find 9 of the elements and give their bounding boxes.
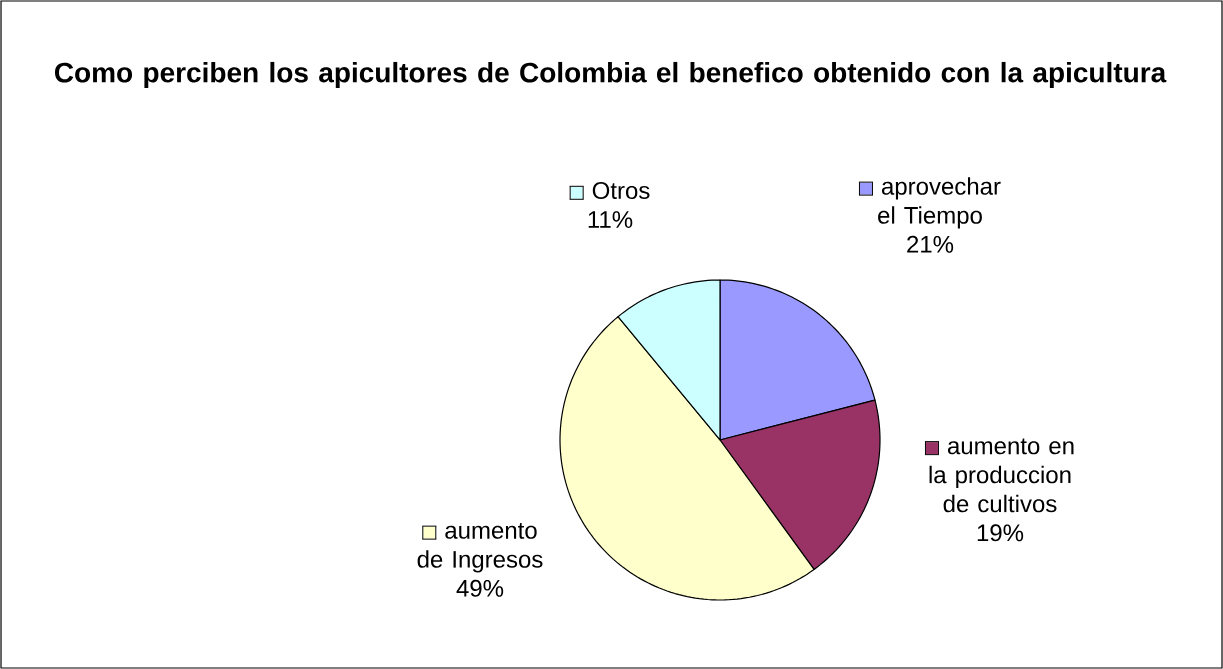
legend-label: aprovechar el Tiempo (878, 177, 1001, 229)
data-label: 49% (456, 579, 504, 597)
data-label: 21% (907, 235, 954, 253)
legend-label: aumento en la produccion de cultivos (929, 438, 1074, 513)
chart-title: Como perciben los apicultores de Colombia el benefico obtenido con la apicultura (54, 61, 1167, 89)
legend-label: aumento de Ingresos (417, 523, 543, 573)
legend-label: Otros (592, 182, 650, 200)
data-label: 11% (588, 211, 633, 228)
data-label: 19% (977, 524, 1024, 542)
